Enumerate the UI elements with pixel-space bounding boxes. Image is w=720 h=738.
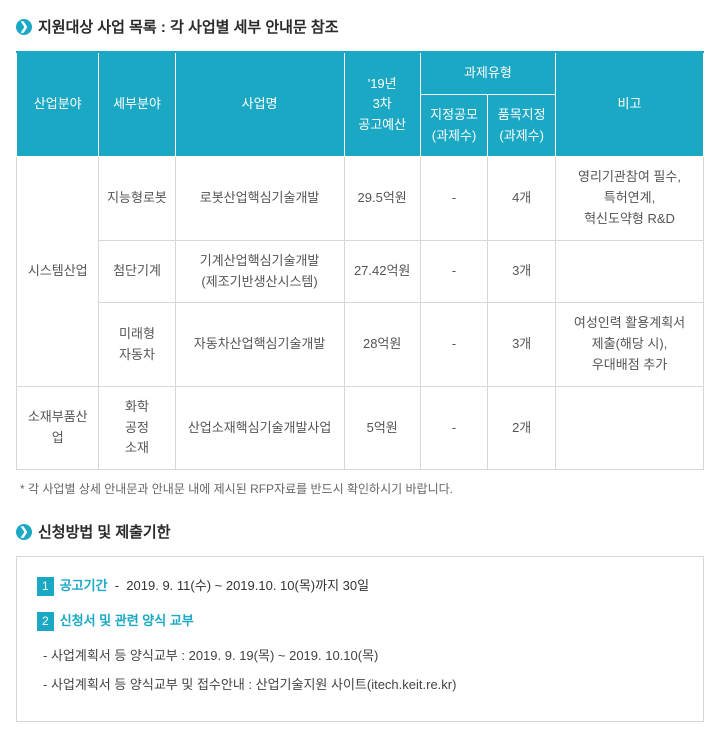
- cell-subfield: 첨단기계: [99, 240, 175, 303]
- cell-designated: -: [420, 386, 488, 469]
- bullet-icon: ❯: [16, 19, 32, 35]
- cell-project: 자동차산업핵심기술개발: [175, 303, 344, 386]
- cell-subfield: 미래형 자동차: [99, 303, 175, 386]
- th-project: 사업명: [175, 52, 344, 157]
- table-header-row1: 산업분야 세부분야 사업명 '19년 3차 공고예산 과제유형 비고: [17, 52, 704, 94]
- footnote: * 각 사업별 상세 안내문과 안내문 내에 제시된 RFP자료를 반드시 확인…: [20, 480, 704, 497]
- info-line1-text: - 2019. 9. 11(수) ~ 2019.10. 10(목)까지 30일: [108, 575, 370, 594]
- cell-item-designated: 3개: [488, 240, 556, 303]
- cell-item-designated: 4개: [488, 157, 556, 240]
- cell-remark: [556, 240, 704, 303]
- cell-project: 로봇산업핵심기술개발: [175, 157, 344, 240]
- cell-item-designated: 3개: [488, 303, 556, 386]
- num-badge: 2: [37, 612, 54, 631]
- cell-industry: 시스템산업: [17, 157, 99, 386]
- table-row: 미래형 자동차 자동차산업핵심기술개발 28억원 - 3개 여성인력 활용계획서…: [17, 303, 704, 386]
- cell-remark: [556, 386, 704, 469]
- info-line1-label: 공고기간: [60, 575, 108, 594]
- cell-subfield: 화학 공정 소재: [99, 386, 175, 469]
- cell-subfield: 지능형로봇: [99, 157, 175, 240]
- info-subline: - 사업계획서 등 양식교부 및 접수안내 : 산업기술지원 사이트(itech…: [43, 674, 683, 693]
- cell-budget: 28억원: [344, 303, 420, 386]
- info-box: 1 공고기간 - 2019. 9. 11(수) ~ 2019.10. 10(목)…: [16, 556, 704, 722]
- th-tasktype: 과제유형: [420, 52, 555, 94]
- cell-remark: 여성인력 활용계획서 제출(해당 시), 우대배점 추가: [556, 303, 704, 386]
- table-row: 소재부품산업 화학 공정 소재 산업소재핵심기술개발사업 5억원 - 2개: [17, 386, 704, 469]
- section2-title-text: 신청방법 및 제출기한: [38, 521, 171, 542]
- cell-project: 기계산업핵심기술개발 (제조기반생산시스템): [175, 240, 344, 303]
- info-line2-label: 신청서 및 관련 양식 교부: [60, 610, 194, 629]
- table-row: 첨단기계 기계산업핵심기술개발 (제조기반생산시스템) 27.42억원 - 3개: [17, 240, 704, 303]
- th-budget: '19년 3차 공고예산: [344, 52, 420, 157]
- th-designated: 지정공모 (과제수): [420, 94, 488, 157]
- cell-item-designated: 2개: [488, 386, 556, 469]
- info-subline: - 사업계획서 등 양식교부 : 2019. 9. 19(목) ~ 2019. …: [43, 645, 683, 664]
- cell-budget: 27.42억원: [344, 240, 420, 303]
- table-row: 시스템산업 지능형로봇 로봇산업핵심기술개발 29.5억원 - 4개 영리기관참…: [17, 157, 704, 240]
- table-body: 시스템산업 지능형로봇 로봇산업핵심기술개발 29.5억원 - 4개 영리기관참…: [17, 157, 704, 470]
- cell-designated: -: [420, 240, 488, 303]
- cell-budget: 29.5억원: [344, 157, 420, 240]
- cell-project: 산업소재핵심기술개발사업: [175, 386, 344, 469]
- info-line-2: 2 신청서 및 관련 양식 교부: [37, 610, 683, 631]
- th-remark: 비고: [556, 52, 704, 157]
- section1-title: ❯ 지원대상 사업 목록 : 각 사업별 세부 안내문 참조: [16, 16, 704, 37]
- section2-title: ❯ 신청방법 및 제출기한: [16, 521, 704, 542]
- cell-designated: -: [420, 157, 488, 240]
- section1-title-text: 지원대상 사업 목록 : 각 사업별 세부 안내문 참조: [38, 16, 339, 37]
- cell-designated: -: [420, 303, 488, 386]
- cell-industry: 소재부품산업: [17, 386, 99, 469]
- cell-remark: 영리기관참여 필수, 특허연계, 혁신도약형 R&D: [556, 157, 704, 240]
- cell-budget: 5억원: [344, 386, 420, 469]
- bullet-icon: ❯: [16, 524, 32, 540]
- th-industry: 산업분야: [17, 52, 99, 157]
- info-line-1: 1 공고기간 - 2019. 9. 11(수) ~ 2019.10. 10(목)…: [37, 575, 683, 596]
- th-subfield: 세부분야: [99, 52, 175, 157]
- projects-table: 산업분야 세부분야 사업명 '19년 3차 공고예산 과제유형 비고 지정공모 …: [16, 51, 704, 470]
- num-badge: 1: [37, 577, 54, 596]
- th-item-designated: 품목지정 (과제수): [488, 94, 556, 157]
